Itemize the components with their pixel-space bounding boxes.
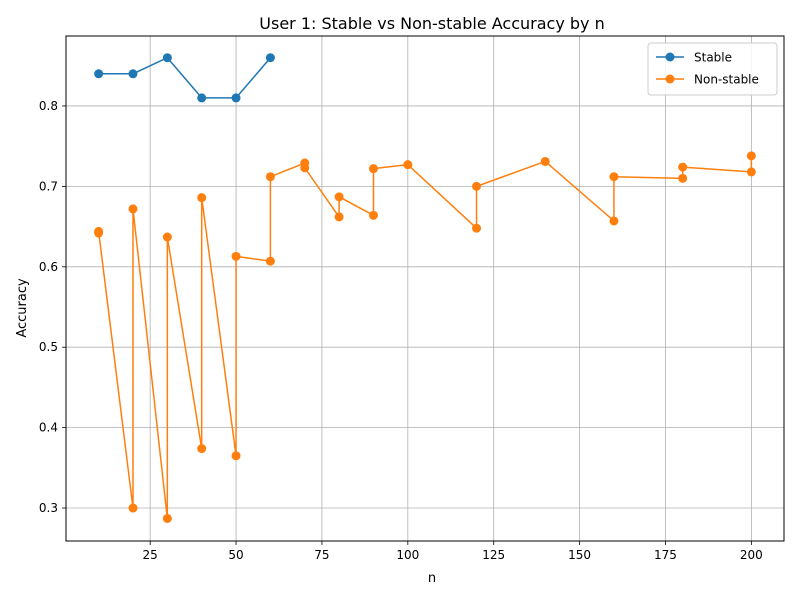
data-point-non-stable — [368, 164, 378, 174]
data-point-non-stable — [300, 163, 310, 173]
y-tick-label: 0.5 — [39, 340, 58, 354]
y-axis-ticks: 0.3 0.4 0.5 0.6 0.7 0.8 — [39, 99, 66, 515]
data-point-non-stable — [403, 160, 413, 170]
legend-box — [647, 42, 778, 96]
data-point-non-stable — [746, 151, 756, 161]
data-point-non-stable — [746, 167, 756, 177]
y-tick-label: 0.6 — [39, 260, 58, 274]
data-point-non-stable — [540, 156, 550, 166]
data-point-non-stable — [94, 226, 104, 236]
data-point-non-stable — [128, 503, 138, 513]
y-tick-label: 0.3 — [39, 501, 58, 515]
data-point-stable — [94, 69, 104, 79]
data-point-non-stable — [609, 172, 619, 182]
data-point-non-stable — [162, 513, 172, 523]
data-point-stable — [197, 93, 207, 103]
data-point-non-stable — [368, 210, 378, 220]
data-point-stable — [265, 53, 275, 63]
axes-frame — [65, 35, 785, 542]
x-tick-label: 150 — [568, 548, 591, 562]
data-point-non-stable — [334, 192, 344, 202]
data-point-non-stable — [265, 172, 275, 182]
data-point-non-stable — [334, 212, 344, 222]
data-point-non-stable — [472, 181, 482, 191]
data-point-non-stable — [265, 256, 275, 266]
data-point-non-stable — [197, 193, 207, 203]
x-axis-label: n — [428, 571, 436, 586]
legend-swatch-marker — [665, 74, 675, 84]
legend-swatch-marker — [665, 52, 675, 62]
data-point-non-stable — [609, 216, 619, 226]
x-tick-label: 100 — [396, 548, 419, 562]
data-point-non-stable — [678, 162, 688, 172]
legend-label: Non-stable — [694, 73, 759, 87]
series-layer — [94, 53, 756, 523]
x-tick-label: 50 — [228, 548, 243, 562]
x-tick-label: 200 — [740, 548, 763, 562]
data-point-non-stable — [231, 451, 241, 461]
data-point-stable — [231, 93, 241, 103]
x-tick-label: 25 — [143, 548, 158, 562]
series-non-stable — [94, 151, 756, 523]
series-stable — [94, 53, 275, 103]
series-line-stable — [98, 56, 271, 99]
x-tick-label: 125 — [482, 548, 505, 562]
x-tick-label: 175 — [654, 548, 677, 562]
legend-item-stable: Stable — [656, 51, 732, 65]
x-tick-label: 75 — [314, 548, 329, 562]
y-axis-label: Accuracy — [15, 278, 30, 338]
series-line-non-stable — [97, 155, 753, 520]
y-tick-label: 0.8 — [39, 99, 58, 113]
grid-lines — [66, 36, 784, 541]
x-axis-ticks: 25 50 75 100 125 150 175 200 — [143, 541, 763, 562]
data-point-stable — [128, 69, 138, 79]
legend-item-non-stable: Non-stable — [656, 73, 759, 87]
data-point-non-stable — [128, 204, 138, 214]
data-point-non-stable — [472, 223, 482, 233]
data-point-stable — [162, 53, 172, 63]
chart-title: User 1: Stable vs Non-stable Accuracy by… — [259, 14, 604, 33]
y-tick-label: 0.7 — [39, 179, 58, 193]
legend: Stable Non-stable — [647, 42, 778, 96]
legend-label: Stable — [694, 51, 732, 65]
data-point-non-stable — [678, 173, 688, 183]
data-point-non-stable — [162, 232, 172, 242]
data-point-non-stable — [197, 444, 207, 454]
data-point-non-stable — [231, 251, 241, 261]
y-tick-label: 0.4 — [39, 421, 58, 435]
